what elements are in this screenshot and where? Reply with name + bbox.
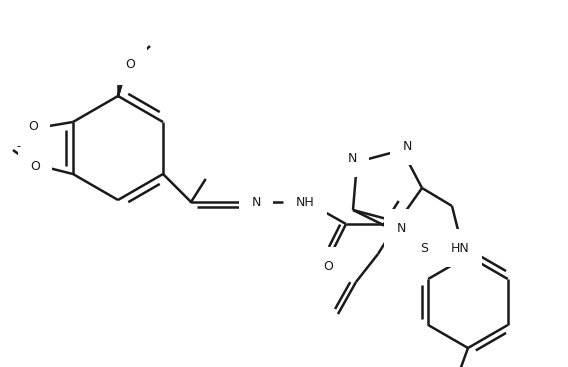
Text: O: O (113, 59, 123, 73)
Text: N: N (252, 196, 261, 208)
Text: O: O (125, 58, 135, 70)
Text: O: O (28, 120, 38, 134)
Text: N: N (347, 152, 357, 164)
Text: S: S (420, 241, 428, 254)
Text: O: O (30, 160, 40, 172)
Text: O: O (323, 259, 333, 273)
Text: N: N (402, 139, 412, 153)
Text: HN: HN (450, 241, 469, 254)
Text: NH: NH (296, 196, 315, 208)
Text: N: N (396, 222, 406, 235)
Text: O: O (124, 51, 134, 65)
